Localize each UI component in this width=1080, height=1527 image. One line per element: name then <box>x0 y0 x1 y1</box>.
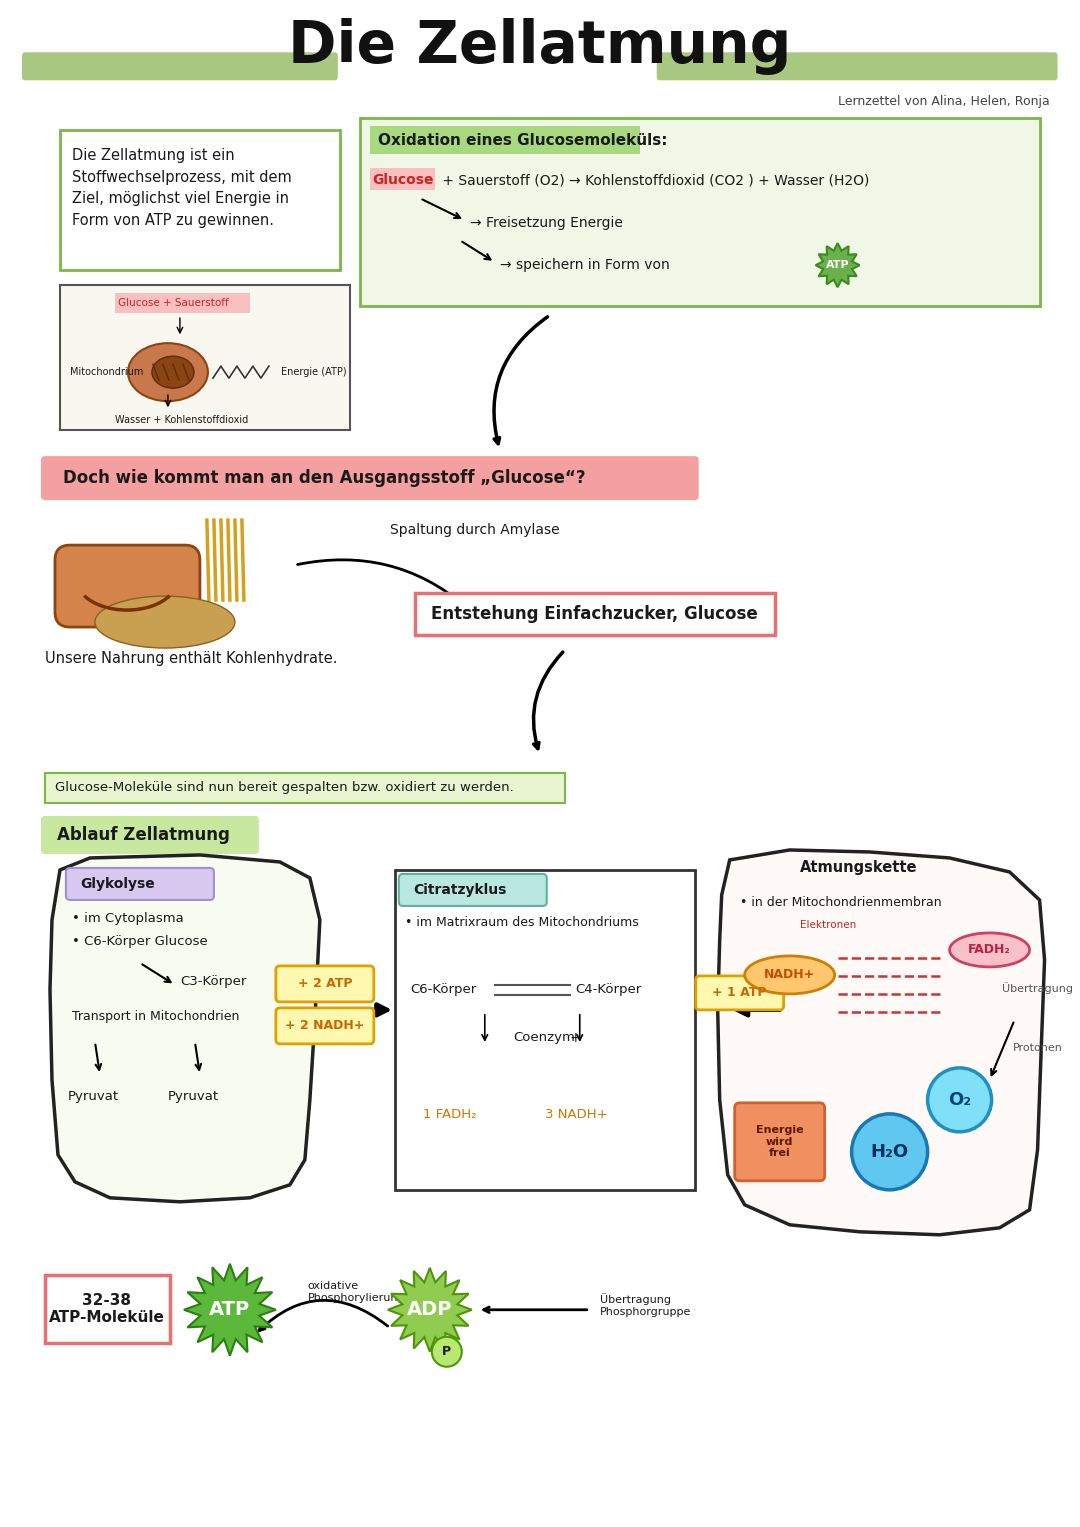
FancyBboxPatch shape <box>22 52 338 81</box>
Text: Wasser + Kohlenstoffdioxid: Wasser + Kohlenstoffdioxid <box>114 415 248 425</box>
Text: → speichern in Form von: → speichern in Form von <box>500 258 670 272</box>
Circle shape <box>432 1336 462 1367</box>
Text: Energie (ATP): Energie (ATP) <box>281 366 347 377</box>
Text: Glykolyse: Glykolyse <box>80 876 154 890</box>
Polygon shape <box>718 851 1044 1235</box>
Text: Die Zellatmung: Die Zellatmung <box>288 18 792 75</box>
Text: • im Matrixraum des Mitochondriums: • im Matrixraum des Mitochondriums <box>405 916 638 928</box>
Text: FADH₂: FADH₂ <box>968 944 1011 956</box>
Text: oxidative
Phosphorylierung: oxidative Phosphorylierung <box>308 1281 405 1303</box>
Text: Protonen: Protonen <box>1013 1043 1063 1054</box>
FancyBboxPatch shape <box>696 976 784 1009</box>
Polygon shape <box>50 855 320 1202</box>
Text: Citratzyklus: Citratzyklus <box>413 883 507 896</box>
Text: Mitochondrium: Mitochondrium <box>70 366 144 377</box>
Text: ATP: ATP <box>210 1301 251 1319</box>
FancyBboxPatch shape <box>275 967 374 1002</box>
Text: • im Cytoplasma: • im Cytoplasma <box>72 912 184 925</box>
FancyBboxPatch shape <box>399 873 546 906</box>
FancyBboxPatch shape <box>41 457 699 501</box>
FancyBboxPatch shape <box>369 168 435 191</box>
Text: Spaltung durch Amylase: Spaltung durch Amylase <box>390 524 559 538</box>
Text: 3 NADH+: 3 NADH+ <box>544 1109 607 1121</box>
FancyBboxPatch shape <box>45 1275 170 1342</box>
Text: Übertragung: Übertragung <box>1002 982 1074 994</box>
Text: Doch wie kommt man an den Ausgangsstoff „Glucose“?: Doch wie kommt man an den Ausgangsstoff … <box>63 469 585 487</box>
FancyBboxPatch shape <box>395 870 694 1190</box>
FancyBboxPatch shape <box>114 293 249 313</box>
Text: • C6-Körper Glucose: • C6-Körper Glucose <box>72 935 207 948</box>
FancyBboxPatch shape <box>55 545 200 628</box>
Text: Elektronen: Elektronen <box>799 919 855 930</box>
FancyBboxPatch shape <box>734 1102 825 1180</box>
Text: O₂: O₂ <box>948 1090 971 1109</box>
FancyBboxPatch shape <box>275 1008 374 1044</box>
Ellipse shape <box>152 356 194 388</box>
Text: Pyruvat: Pyruvat <box>167 1090 219 1102</box>
FancyBboxPatch shape <box>60 286 350 431</box>
Text: Entstehung Einfachzucker, Glucose: Entstehung Einfachzucker, Glucose <box>431 605 758 623</box>
Text: Pyruvat: Pyruvat <box>68 1090 119 1102</box>
Text: + Sauerstoff (O2) → Kohlenstoffdioxid (CO2 ) + Wasser (H2O): + Sauerstoff (O2) → Kohlenstoffdioxid (C… <box>437 173 869 188</box>
Text: Die Zellatmung ist ein
Stoffwechselprozess, mit dem
Ziel, möglichst viel Energie: Die Zellatmung ist ein Stoffwechselproze… <box>72 148 292 228</box>
Text: Coenzym: Coenzym <box>513 1031 575 1044</box>
Text: Übertragung
Phosphorgruppe: Übertragung Phosphorgruppe <box>599 1293 691 1316</box>
Text: +: + <box>570 1031 581 1044</box>
Text: C4-Körper: C4-Körper <box>575 983 642 997</box>
FancyBboxPatch shape <box>45 773 565 803</box>
Polygon shape <box>184 1264 275 1356</box>
Text: C6-Körper: C6-Körper <box>409 983 476 997</box>
Text: Unsere Nahrung enthält Kohlenhydrate.: Unsere Nahrung enthält Kohlenhydrate. <box>45 651 337 666</box>
FancyBboxPatch shape <box>657 52 1057 81</box>
FancyBboxPatch shape <box>415 592 774 635</box>
Polygon shape <box>388 1267 472 1351</box>
Text: Energie
wird
frei: Energie wird frei <box>756 1125 804 1159</box>
Text: 1 FADH₂: 1 FADH₂ <box>422 1109 476 1121</box>
Ellipse shape <box>949 933 1029 967</box>
Text: + 2 NADH+: + 2 NADH+ <box>285 1020 365 1032</box>
Text: ADP: ADP <box>407 1301 453 1319</box>
FancyBboxPatch shape <box>66 867 214 899</box>
Text: Transport in Mitochondrien: Transport in Mitochondrien <box>72 1009 240 1023</box>
Text: Glucose-Moleküle sind nun bereit gespalten bzw. oxidiert zu werden.: Glucose-Moleküle sind nun bereit gespalt… <box>55 782 514 794</box>
Text: Glucose + Sauerstoff: Glucose + Sauerstoff <box>118 298 229 308</box>
Text: C3-Körper: C3-Körper <box>180 976 246 988</box>
Text: Lernzettel von Alina, Helen, Ronja: Lernzettel von Alina, Helen, Ronja <box>838 95 1050 108</box>
Text: ATP: ATP <box>826 260 850 270</box>
Text: → Freisetzung Energie: → Freisetzung Energie <box>470 217 623 231</box>
Text: + 1 ATP: + 1 ATP <box>713 986 767 999</box>
Ellipse shape <box>745 956 835 994</box>
Text: NADH+: NADH+ <box>764 968 815 982</box>
Text: 32-38
ATP-Moleküle: 32-38 ATP-Moleküle <box>49 1292 165 1325</box>
Text: + 2 ATP: + 2 ATP <box>298 977 352 991</box>
FancyBboxPatch shape <box>60 130 340 270</box>
Text: Oxidation eines Glucosemoleküls:: Oxidation eines Glucosemoleküls: <box>378 133 667 148</box>
FancyBboxPatch shape <box>369 127 639 154</box>
Circle shape <box>852 1113 928 1190</box>
FancyBboxPatch shape <box>41 815 259 854</box>
Text: Ablauf Zellatmung: Ablauf Zellatmung <box>57 826 230 844</box>
Ellipse shape <box>95 596 234 647</box>
Text: Atmungskette: Atmungskette <box>799 860 917 875</box>
Text: • in der Mitochondrienmembran: • in der Mitochondrienmembran <box>740 896 942 909</box>
Circle shape <box>928 1067 991 1132</box>
Text: H₂O: H₂O <box>870 1142 908 1161</box>
Text: P: P <box>442 1345 451 1358</box>
FancyBboxPatch shape <box>360 118 1040 307</box>
Polygon shape <box>815 243 860 287</box>
Ellipse shape <box>127 344 208 402</box>
Text: Glucose: Glucose <box>372 173 433 188</box>
